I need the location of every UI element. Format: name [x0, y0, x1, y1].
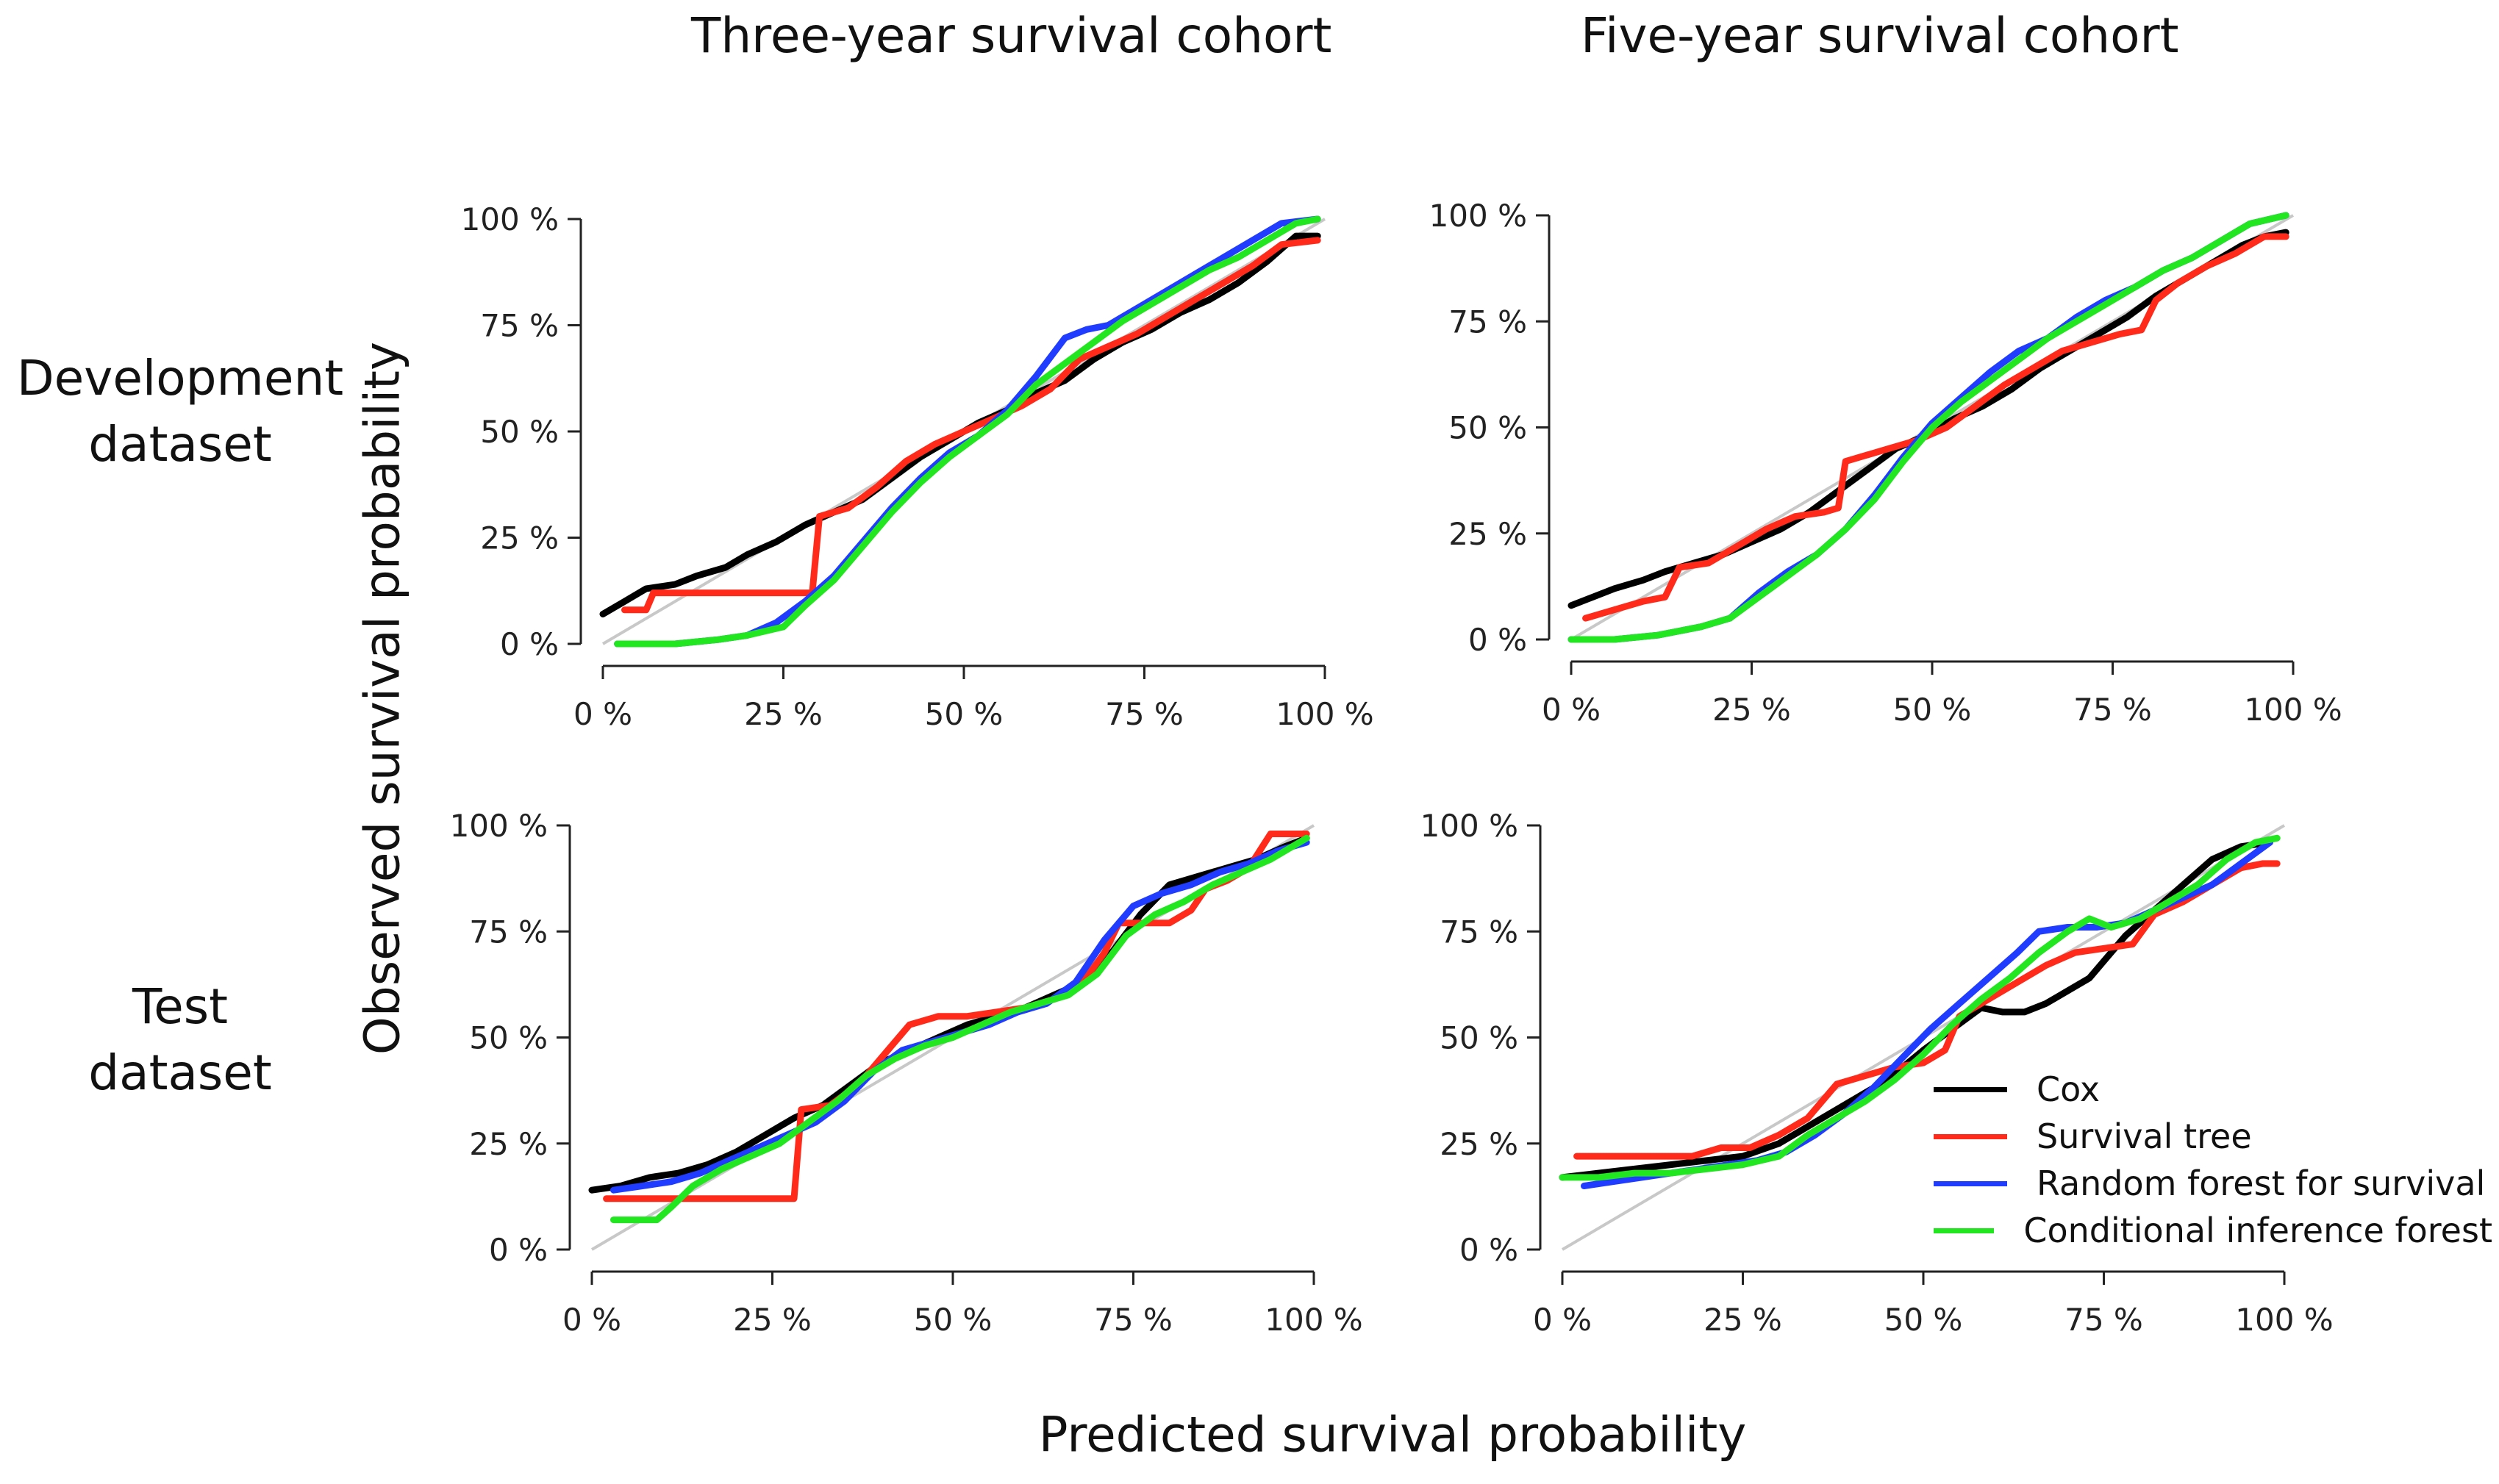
legend-swatch: [1934, 1180, 2007, 1186]
row-label-test-line1: Test: [132, 978, 228, 1035]
legend-label: Conditional inference forest: [2023, 1211, 2492, 1250]
y-tick-label: 100 %: [450, 808, 548, 844]
x-tick-label: 25 %: [744, 696, 823, 732]
y-tick-label: 50 %: [1448, 410, 1527, 446]
x-tick-label: 100 %: [1276, 696, 1373, 732]
x-tick-label: 75 %: [2064, 1302, 2143, 1338]
y-tick-label: 100 %: [1420, 808, 1518, 844]
column-title-three-year: Three-year survival cohort: [691, 7, 1332, 64]
row-label-development-line1: Development: [16, 350, 344, 406]
legend-swatch: [1934, 1086, 2007, 1092]
legend-label: Cox: [2037, 1069, 2101, 1109]
y-tick-label: 75 %: [469, 914, 548, 950]
x-tick-label: 100 %: [2235, 1302, 2333, 1338]
y-tick-label: 75 %: [480, 308, 559, 344]
legend-label: Random forest for survival: [2037, 1164, 2486, 1203]
series-line-conditional-inference-forest: [614, 215, 1321, 648]
y-tick-label: 50 %: [1440, 1020, 1518, 1056]
x-tick-label: 100 %: [2244, 692, 2342, 728]
row-label-development-line2: dataset: [88, 416, 272, 473]
legend: Cox Survival tree Random forest for surv…: [1934, 1066, 2492, 1254]
y-tick-label: 0 %: [1459, 1232, 1518, 1268]
legend-swatch: [1934, 1227, 1995, 1233]
y-tick-label: 50 %: [480, 414, 559, 450]
legend-item: Conditional inference forest: [1934, 1207, 2492, 1254]
column-title-five-year: Five-year survival cohort: [1581, 7, 2179, 64]
y-tick-label: 0 %: [1468, 622, 1527, 658]
y-tick-label: 25 %: [1440, 1126, 1518, 1162]
y-tick-label: 100 %: [461, 201, 559, 237]
y-tick-label: 50 %: [469, 1020, 548, 1056]
x-tick-label: 0 %: [562, 1302, 621, 1338]
x-tick-label: 25 %: [1703, 1302, 1782, 1338]
x-tick-label: 0 %: [573, 696, 632, 732]
x-axis-title: Predicted survival probability: [1038, 1406, 1747, 1463]
row-label-test: Test dataset: [11, 974, 349, 1106]
x-tick-label: 0 %: [1533, 1302, 1592, 1338]
x-tick-label: 75 %: [1094, 1302, 1173, 1338]
legend-item: Cox: [1934, 1066, 2492, 1113]
y-tick-label: 75 %: [1440, 914, 1518, 950]
y-tick-label: 25 %: [480, 520, 559, 556]
x-tick-label: 25 %: [733, 1302, 812, 1338]
row-label-development: Development dataset: [11, 345, 349, 478]
series-line-conditional-inference-forest: [1567, 212, 2289, 643]
legend-swatch: [1934, 1133, 2007, 1139]
series-line-survival-tree: [1582, 233, 2289, 622]
legend-item: Survival tree: [1934, 1113, 2492, 1160]
y-tick-label: 100 %: [1429, 198, 1527, 234]
y-tick-label: 0 %: [500, 626, 559, 662]
x-tick-label: 75 %: [2073, 692, 2152, 728]
y-tick-label: 75 %: [1448, 304, 1527, 340]
series-line-conditional-inference-forest: [610, 834, 1310, 1224]
x-tick-label: 25 %: [1712, 692, 1791, 728]
x-tick-label: 50 %: [1884, 1302, 1963, 1338]
legend-label: Survival tree: [2037, 1116, 2252, 1156]
x-tick-label: 75 %: [1105, 696, 1184, 732]
x-tick-label: 50 %: [1893, 692, 1972, 728]
x-tick-label: 100 %: [1265, 1302, 1362, 1338]
row-label-test-line2: dataset: [88, 1044, 272, 1101]
y-tick-label: 25 %: [469, 1126, 548, 1162]
series-line-conditional-inference-forest: [1559, 834, 2281, 1181]
y-tick-label: 0 %: [489, 1232, 548, 1268]
legend-item: Random forest for survival: [1934, 1160, 2492, 1207]
x-tick-label: 0 %: [1542, 692, 1601, 728]
x-tick-label: 50 %: [925, 696, 1004, 732]
x-tick-label: 50 %: [914, 1302, 993, 1338]
series-line-cox: [588, 834, 1310, 1194]
y-tick-label: 25 %: [1448, 516, 1527, 552]
